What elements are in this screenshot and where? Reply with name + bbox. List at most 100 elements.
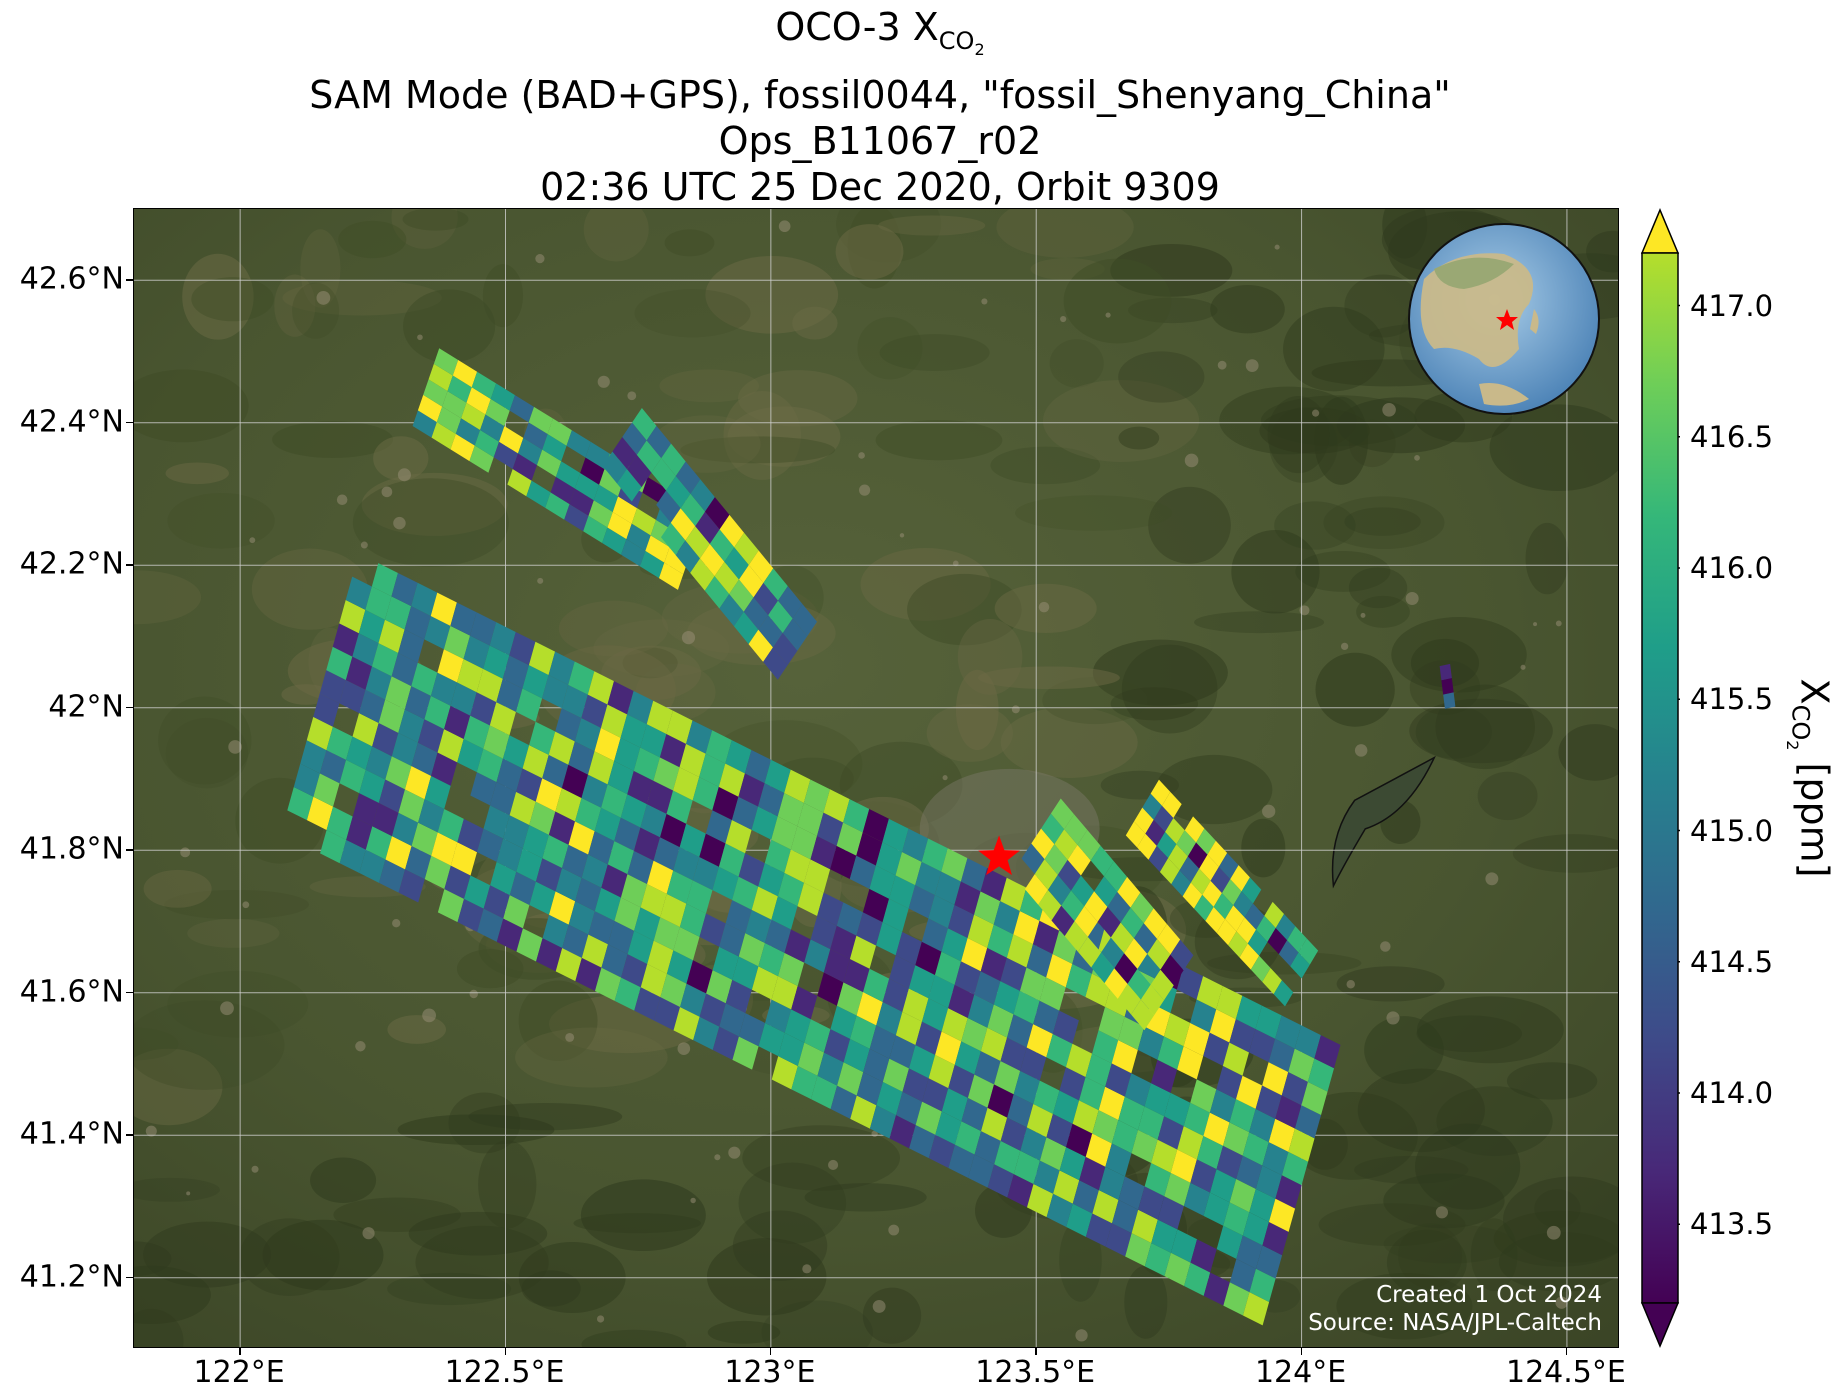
xco2-footprint bbox=[450, 433, 475, 462]
xco2-footprint bbox=[1171, 870, 1191, 897]
map-canvas[interactable] bbox=[134, 209, 1619, 1348]
xco2-footprint bbox=[1098, 1166, 1126, 1200]
settlement-dot bbox=[417, 334, 423, 341]
xco2-footprint bbox=[359, 689, 386, 723]
xco2-footprint bbox=[856, 1072, 883, 1106]
terrain-patch bbox=[1344, 507, 1421, 536]
xco2-footprint bbox=[542, 834, 569, 869]
terrain-patch bbox=[761, 1300, 873, 1347]
xco2-footprint bbox=[1144, 1163, 1171, 1197]
source-credit: Source: NASA/JPL-Caltech bbox=[1308, 1310, 1602, 1336]
xco2-footprint bbox=[817, 1052, 844, 1086]
xco2-footprint bbox=[1209, 1009, 1236, 1043]
xco2-footprint bbox=[797, 1042, 824, 1076]
xco2-footprint bbox=[1199, 854, 1219, 881]
xco2-footprint bbox=[575, 877, 602, 912]
xco2-footprint bbox=[404, 686, 431, 720]
xco2-footprint bbox=[934, 951, 962, 985]
xco2-footprint bbox=[1085, 1053, 1112, 1087]
xco2-footprint bbox=[666, 870, 693, 904]
xco2-footprint bbox=[1090, 845, 1114, 877]
settlement-dot bbox=[596, 1315, 605, 1323]
xco2-footprint bbox=[921, 998, 949, 1032]
xco2-footprint bbox=[411, 742, 438, 776]
xco2-footprint bbox=[1294, 1025, 1321, 1059]
xco2-footprint bbox=[1157, 923, 1181, 955]
xco2-footprint bbox=[1144, 1242, 1171, 1277]
xco2-footprint bbox=[313, 693, 340, 727]
xco2-footprint bbox=[778, 1032, 805, 1066]
xco2-footprint bbox=[764, 759, 791, 793]
xco2-footprint bbox=[1176, 830, 1197, 857]
settlement-dot bbox=[681, 630, 696, 645]
xco2-footprint bbox=[568, 661, 595, 695]
lon-tick-label: 124.5°E bbox=[1506, 1355, 1626, 1390]
xco2-footprint bbox=[1140, 984, 1164, 1016]
map-panel[interactable] bbox=[133, 208, 1619, 1348]
terrain-patch bbox=[468, 1103, 623, 1131]
xco2-footprint bbox=[1118, 1176, 1145, 1210]
xco2-footprint bbox=[512, 453, 537, 481]
xco2-footprint bbox=[1144, 1083, 1171, 1117]
terrain-patch bbox=[310, 1157, 377, 1203]
xco2-footprint bbox=[1024, 874, 1049, 905]
xco2-footprint bbox=[882, 978, 909, 1012]
xco2-footprint bbox=[1020, 1127, 1047, 1161]
xco2-footprint bbox=[660, 973, 687, 1007]
xco2-footprint bbox=[502, 655, 529, 689]
xco2-footprint bbox=[876, 922, 903, 956]
xco2-footprint bbox=[612, 437, 637, 470]
xco2-footprint bbox=[732, 876, 759, 910]
xco2-footprint bbox=[748, 550, 774, 583]
xco2-footprint bbox=[600, 704, 628, 738]
xco2-footprint bbox=[968, 1154, 995, 1188]
terrain-patch bbox=[1489, 404, 1618, 492]
xco2-footprint bbox=[751, 806, 778, 840]
lat-tick-mark bbox=[126, 1134, 133, 1136]
xco2-footprint bbox=[1288, 1128, 1315, 1162]
xco2-footprint bbox=[550, 476, 575, 505]
terrain-patch bbox=[387, 1015, 447, 1044]
xco2-footprint bbox=[1046, 1113, 1073, 1148]
xco2-footprint bbox=[1196, 976, 1223, 1010]
xco2-footprint bbox=[1187, 842, 1208, 869]
xco2-footprint bbox=[1066, 1123, 1093, 1157]
xco2-footprint bbox=[1133, 923, 1158, 954]
xco2-footprint bbox=[1230, 865, 1250, 892]
xco2-footprint bbox=[365, 586, 392, 620]
xco2-footprint bbox=[1006, 934, 1033, 968]
terrain-patch bbox=[1525, 522, 1569, 595]
colorbar-tick-label: 415.5 bbox=[1690, 682, 1774, 717]
xco2-footprint bbox=[797, 802, 824, 837]
settlement-dot bbox=[1382, 402, 1396, 417]
xco2-footprint bbox=[646, 425, 672, 459]
xco2-footprint bbox=[1190, 999, 1217, 1033]
colorbar-tick-label: 417.0 bbox=[1690, 288, 1774, 323]
settlement-dot bbox=[1299, 605, 1310, 616]
xco2-footprint bbox=[1281, 1151, 1309, 1186]
xco2-footprint bbox=[516, 928, 543, 962]
xco2-footprint bbox=[902, 988, 929, 1022]
terrain-patch bbox=[134, 1027, 179, 1061]
xco2-footprint bbox=[653, 837, 680, 871]
xco2-footprint bbox=[753, 582, 779, 616]
lon-tick-label: 124°E bbox=[1254, 1355, 1347, 1390]
xco2-footprint bbox=[738, 773, 765, 807]
xco2-footprint bbox=[345, 576, 372, 610]
xco2-footprint bbox=[627, 770, 654, 805]
terrain-patch bbox=[164, 889, 309, 920]
xco2-footprint bbox=[889, 875, 916, 909]
xco2-footprint bbox=[941, 1008, 968, 1042]
lon-tick-mark bbox=[1565, 1348, 1568, 1355]
xco2-footprint bbox=[699, 833, 726, 867]
xco2-footprint bbox=[1183, 1182, 1211, 1216]
xco2-footprint bbox=[1000, 1037, 1027, 1071]
xco2-footprint bbox=[1210, 1169, 1237, 1203]
xco2-footprint bbox=[1218, 852, 1239, 880]
xco2-footprint bbox=[326, 806, 353, 840]
xco2-footprint bbox=[1130, 892, 1154, 924]
settlement-dot bbox=[249, 537, 256, 544]
xco2-footprint bbox=[1094, 876, 1118, 907]
xco2-footprint bbox=[640, 884, 667, 918]
xco2-footprint bbox=[758, 1022, 785, 1057]
